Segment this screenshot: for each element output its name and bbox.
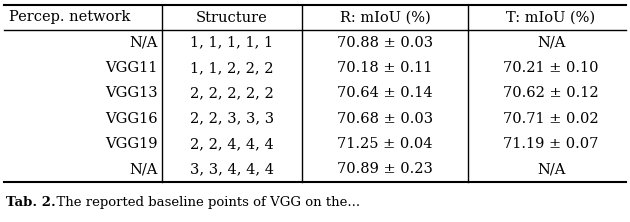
Text: 70.88 ± 0.03: 70.88 ± 0.03	[337, 36, 433, 50]
Text: 2, 2, 2, 2, 2: 2, 2, 2, 2, 2	[190, 86, 274, 100]
Text: The reported baseline points of VGG on the...: The reported baseline points of VGG on t…	[48, 196, 360, 209]
Text: VGG16: VGG16	[105, 112, 158, 126]
Text: Percep. network: Percep. network	[9, 10, 130, 24]
Text: 70.71 ± 0.02: 70.71 ± 0.02	[503, 112, 598, 126]
Text: N/A: N/A	[537, 36, 565, 50]
Text: 70.62 ± 0.12: 70.62 ± 0.12	[503, 86, 598, 100]
Text: VGG13: VGG13	[105, 86, 158, 100]
Text: 70.18 ± 0.11: 70.18 ± 0.11	[337, 61, 433, 75]
Text: 70.64 ± 0.14: 70.64 ± 0.14	[337, 86, 433, 100]
Text: T: mIoU (%): T: mIoU (%)	[507, 10, 595, 24]
Text: 71.19 ± 0.07: 71.19 ± 0.07	[503, 137, 598, 151]
Text: 70.21 ± 0.10: 70.21 ± 0.10	[503, 61, 598, 75]
Text: 1, 1, 1, 1, 1: 1, 1, 1, 1, 1	[190, 36, 273, 50]
Text: N/A: N/A	[130, 36, 158, 50]
Text: VGG19: VGG19	[105, 137, 158, 151]
Text: 70.68 ± 0.03: 70.68 ± 0.03	[337, 112, 433, 126]
Text: R: mIoU (%): R: mIoU (%)	[340, 10, 430, 24]
Text: VGG11: VGG11	[106, 61, 158, 75]
Text: 70.89 ± 0.23: 70.89 ± 0.23	[337, 162, 433, 176]
Text: 71.25 ± 0.04: 71.25 ± 0.04	[337, 137, 433, 151]
Text: 3, 3, 4, 4, 4: 3, 3, 4, 4, 4	[190, 162, 274, 176]
Text: 2, 2, 3, 3, 3: 2, 2, 3, 3, 3	[190, 112, 274, 126]
Text: 1, 1, 2, 2, 2: 1, 1, 2, 2, 2	[190, 61, 274, 75]
Text: 2, 2, 4, 4, 4: 2, 2, 4, 4, 4	[190, 137, 274, 151]
Text: N/A: N/A	[537, 162, 565, 176]
Text: Structure: Structure	[196, 10, 268, 24]
Text: N/A: N/A	[130, 162, 158, 176]
Text: Tab. 2.: Tab. 2.	[6, 196, 55, 209]
